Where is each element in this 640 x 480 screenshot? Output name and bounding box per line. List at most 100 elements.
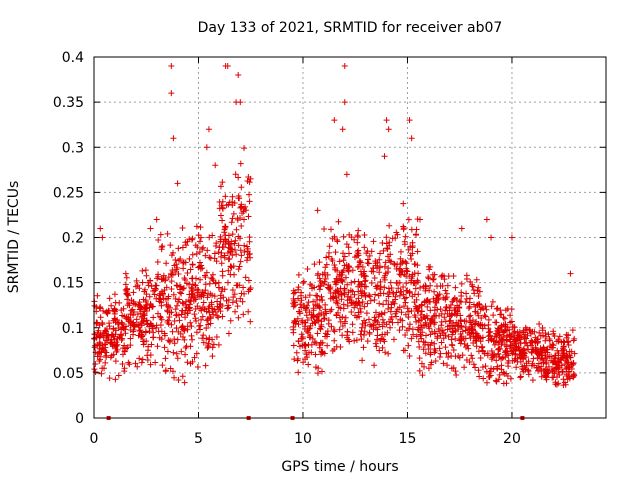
data-point <box>535 360 542 367</box>
data-point <box>517 374 524 381</box>
data-point <box>339 332 346 339</box>
data-point <box>206 254 213 261</box>
data-point <box>175 376 182 383</box>
x-axis-label: GPS time / hours <box>281 459 398 475</box>
data-point <box>184 359 191 366</box>
y-tick-label: 0 <box>75 411 84 427</box>
data-point <box>99 234 106 241</box>
data-point <box>313 313 320 320</box>
data-point <box>387 316 394 323</box>
data-point <box>544 354 551 361</box>
data-point <box>481 312 488 319</box>
data-point <box>313 340 320 347</box>
data-point <box>99 365 106 372</box>
data-point <box>196 326 203 333</box>
data-point <box>237 258 244 265</box>
data-point <box>127 311 134 318</box>
data-point <box>213 334 220 341</box>
data-point <box>230 263 237 270</box>
data-point <box>393 313 400 320</box>
data-point <box>230 210 237 217</box>
data-point <box>165 303 172 310</box>
data-point <box>125 318 132 325</box>
data-point <box>179 244 186 251</box>
data-point <box>556 333 563 340</box>
data-point <box>361 272 368 279</box>
data-point <box>118 332 125 339</box>
data-point <box>537 332 544 339</box>
data-point <box>517 339 524 346</box>
data-point <box>189 281 196 288</box>
data-point <box>414 277 421 284</box>
data-point <box>241 242 248 249</box>
data-point <box>96 322 103 329</box>
data-point <box>427 331 434 338</box>
data-point <box>345 268 352 275</box>
data-point <box>397 261 404 268</box>
data-point <box>470 301 477 308</box>
data-point <box>538 349 545 356</box>
data-point <box>376 256 383 263</box>
data-point <box>332 249 339 256</box>
data-point <box>217 212 224 219</box>
data-point <box>425 263 432 270</box>
data-point <box>479 321 486 328</box>
data-point <box>327 290 334 297</box>
data-point <box>316 286 323 293</box>
data-point <box>165 320 172 327</box>
data-point <box>157 322 164 329</box>
data-point <box>196 322 203 329</box>
data-point <box>295 321 302 328</box>
data-point <box>328 323 335 330</box>
data-point <box>301 325 308 332</box>
data-point <box>381 309 388 316</box>
data-point <box>226 240 233 247</box>
data-point <box>155 273 162 280</box>
data-point <box>232 237 239 244</box>
data-point <box>323 254 330 261</box>
data-point <box>530 355 537 362</box>
data-point <box>483 216 490 223</box>
data-point <box>174 355 181 362</box>
data-point <box>564 354 571 361</box>
data-point <box>302 347 309 354</box>
data-point <box>450 272 457 279</box>
data-point <box>124 296 131 303</box>
data-point <box>463 272 470 279</box>
data-point <box>227 317 234 324</box>
data-point <box>155 237 162 244</box>
data-point <box>543 333 550 340</box>
data-point <box>411 299 418 306</box>
data-point <box>476 288 483 295</box>
data-point <box>174 336 181 343</box>
data-point <box>497 307 504 314</box>
data-point <box>489 298 496 305</box>
data-point <box>133 277 140 284</box>
data-point <box>161 286 168 293</box>
data-point <box>525 371 532 378</box>
data-point <box>125 359 132 366</box>
data-point <box>452 284 459 291</box>
data-point <box>131 308 138 315</box>
data-point <box>510 330 517 337</box>
data-point <box>136 355 143 362</box>
data-point <box>156 298 163 305</box>
data-point <box>232 171 239 178</box>
data-point <box>108 331 115 338</box>
data-point <box>404 287 411 294</box>
data-point <box>322 264 329 271</box>
data-point <box>221 229 228 236</box>
data-point <box>200 339 207 346</box>
data-point <box>229 231 236 238</box>
data-point <box>402 258 409 265</box>
data-point <box>366 331 373 338</box>
data-point <box>175 245 182 252</box>
data-point <box>306 292 313 299</box>
data-point <box>461 364 468 371</box>
data-point <box>303 351 310 358</box>
data-point <box>502 327 509 334</box>
data-point <box>339 323 346 330</box>
data-point <box>139 267 146 274</box>
data-point <box>193 223 200 230</box>
data-point <box>147 300 154 307</box>
